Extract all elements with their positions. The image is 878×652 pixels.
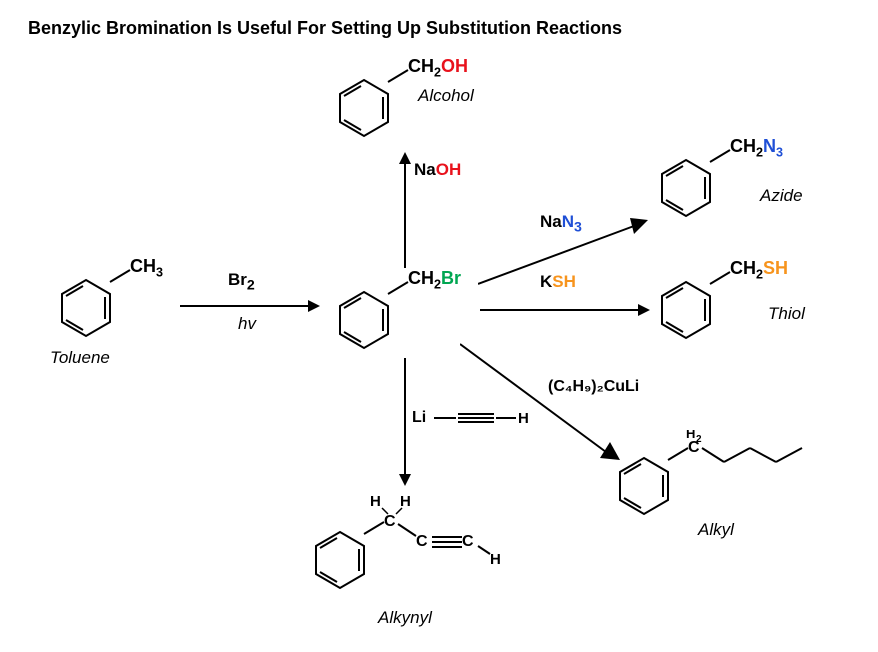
alkyl-ring [618, 456, 670, 516]
alcohol-ring [338, 78, 390, 138]
azide-group: CH2N3 [730, 136, 783, 160]
alkynyl-label: Alkynyl [378, 608, 432, 628]
arrow-bromination [180, 296, 320, 316]
page-title: Benzylic Bromination Is Useful For Setti… [28, 18, 622, 39]
benzyl-bromide-ring [338, 290, 390, 350]
svg-text:H: H [400, 494, 411, 510]
svg-text:C: C [416, 533, 428, 550]
arrow-alcohol [395, 152, 415, 268]
alcohol-group: CH2OH [408, 56, 468, 80]
svg-text:H: H [686, 430, 695, 441]
azide-label: Azide [760, 186, 803, 206]
reagent-hv: hv [238, 314, 256, 334]
azide-bond [708, 148, 732, 166]
toluene-ch3: CH3 [130, 256, 163, 280]
svg-text:H: H [490, 551, 501, 568]
thiol-label: Thiol [768, 304, 805, 324]
azide-ring [660, 158, 712, 218]
svg-text:2: 2 [696, 434, 702, 445]
toluene-bond [108, 268, 132, 286]
arrow-thiol [480, 300, 650, 320]
reagent-ksh: KSH [540, 272, 576, 292]
arrow-alkyl [460, 340, 620, 460]
svg-text:Li: Li [412, 409, 426, 426]
benzyl-bromide-group: CH2Br [408, 268, 461, 292]
toluene-label: Toluene [50, 348, 110, 368]
benzyl-bromide-bond [386, 280, 410, 298]
thiol-ring [660, 280, 712, 340]
thiol-group: CH2SH [730, 258, 788, 282]
toluene-ring [60, 278, 112, 338]
reagent-br2: Br2 [228, 270, 255, 293]
alkynyl-group: C H H C C H [362, 494, 542, 574]
svg-text:H: H [370, 494, 381, 510]
reagent-li-acetylide: Li H [412, 406, 542, 430]
alcohol-bond [386, 68, 410, 86]
svg-text:H: H [518, 410, 529, 427]
svg-text:C: C [462, 533, 474, 550]
alkyl-chain: C H 2 [666, 430, 836, 480]
alkyl-label: Alkyl [698, 520, 734, 540]
thiol-bond [708, 270, 732, 288]
reagent-cuprate: (C₄H₉)₂CuLi [548, 378, 639, 396]
svg-text:C: C [384, 513, 396, 530]
alcohol-label: Alcohol [418, 86, 474, 106]
alkynyl-ring [314, 530, 366, 590]
reagent-naoh: NaOH [414, 160, 461, 180]
reagent-nan3: NaN3 [540, 212, 582, 235]
